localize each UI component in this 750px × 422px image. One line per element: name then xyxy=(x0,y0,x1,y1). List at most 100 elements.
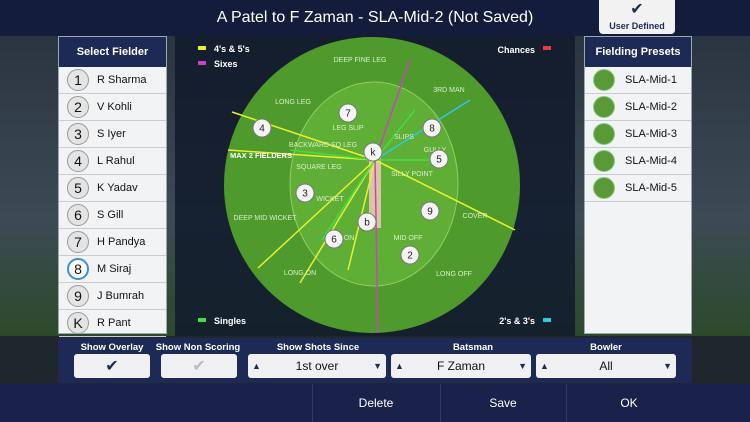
panel-title: Fielding Presets xyxy=(585,37,691,67)
fielder-row[interactable]: 7 H Pandya xyxy=(59,229,166,256)
select-fielder-panel: Select Fielder 1 R Sharma 2 V Kohli 3 S Iyer 4… xyxy=(58,36,167,337)
fielder-number: 1 xyxy=(67,69,89,91)
preset-icon xyxy=(593,150,615,172)
fielder-marker[interactable]: b xyxy=(357,212,377,232)
preset-name: SLA-Mid-3 xyxy=(625,128,677,140)
fielder-number: 6 xyxy=(67,204,89,226)
fielder-row[interactable]: 4 L Rahul xyxy=(59,148,166,175)
fielder-row[interactable]: K R Pant xyxy=(59,310,166,337)
position-label: LONG LEG xyxy=(275,99,311,106)
preset-icon xyxy=(593,177,615,199)
marker-circle xyxy=(429,149,449,169)
fielder-name: J Bumrah xyxy=(97,290,145,302)
legend-label: Singles xyxy=(214,316,246,326)
preset-row[interactable]: SLA-Mid-5 xyxy=(585,175,691,202)
panel-title: Select Fielder xyxy=(59,37,166,67)
preset-icon xyxy=(593,123,615,145)
marker-circle xyxy=(363,142,383,162)
fielder-marker[interactable]: 4 xyxy=(252,118,272,138)
fielder-row[interactable]: 8 M Siraj xyxy=(59,256,166,283)
fielder-number: 8 xyxy=(67,258,89,280)
marker-label: 9 xyxy=(427,207,433,218)
bowler-select[interactable]: ▲ All ▼ xyxy=(536,354,676,378)
marker-circle xyxy=(252,118,272,138)
fielder-name: V Kohli xyxy=(97,101,132,113)
preset-row[interactable]: SLA-Mid-4 xyxy=(585,148,691,175)
preset-row[interactable]: SLA-Mid-1 xyxy=(585,67,691,94)
position-label: COVER xyxy=(463,213,488,220)
fielder-name: L Rahul xyxy=(97,155,135,167)
header: A Patel to F Zaman - SLA-Mid-2 (Not Save… xyxy=(0,0,750,36)
fielder-marker[interactable]: 9 xyxy=(420,201,440,221)
fielder-marker[interactable]: 7 xyxy=(338,103,358,123)
presets-panel: Fielding Presets SLA-Mid-1 SLA-Mid-2 SLA-M… xyxy=(584,36,692,334)
fielder-name: H Pandya xyxy=(97,236,146,248)
marker-circle xyxy=(338,103,358,123)
fielder-number: K xyxy=(67,312,89,334)
action-button[interactable]: Save xyxy=(440,384,565,422)
label: Show Overlay xyxy=(80,342,144,353)
user-defined-button[interactable]: ✔ User Defined xyxy=(599,0,675,34)
marker-label: 3 xyxy=(302,189,308,200)
marker-label: 8 xyxy=(429,124,435,135)
value: All xyxy=(599,359,613,373)
non-scoring-toggle[interactable]: ✔ xyxy=(161,354,237,378)
preset-icon xyxy=(593,69,615,91)
preset-row[interactable]: SLA-Mid-3 xyxy=(585,121,691,148)
fielder-marker[interactable]: 6 xyxy=(324,229,344,249)
button-bar: Delete Save OK xyxy=(0,384,750,422)
fielder-name: K Yadav xyxy=(97,182,138,194)
fielder-marker[interactable]: 5 xyxy=(429,149,449,169)
preset-name: SLA-Mid-2 xyxy=(625,101,677,113)
fielder-row[interactable]: 3 S Iyer xyxy=(59,121,166,148)
fielder-marker[interactable]: 3 xyxy=(295,183,315,203)
shots-since-select[interactable]: ▲ 1st over ▼ xyxy=(248,354,386,378)
fielder-name: S Gill xyxy=(97,209,124,221)
position-label: LEG SLIP xyxy=(332,125,363,132)
label: Bowler xyxy=(590,342,622,353)
action-button[interactable]: Delete xyxy=(312,384,439,422)
legend-label: 2's & 3's xyxy=(499,316,535,326)
position-label: 3RD MAN xyxy=(433,87,465,94)
position-label: MID OFF xyxy=(394,235,423,242)
fielder-number: 5 xyxy=(67,177,89,199)
marker-label: k xyxy=(371,148,377,159)
preset-name: SLA-Mid-5 xyxy=(625,182,677,194)
fielder-row[interactable]: 5 K Yadav xyxy=(59,175,166,202)
legend-label: Chances xyxy=(497,45,535,55)
marker-circle xyxy=(422,118,442,138)
field: 4's & 5's Sixes Chances Singles 2's & 3'… xyxy=(175,36,575,336)
fielder-name: M Siraj xyxy=(97,263,132,275)
position-label: WICKET xyxy=(316,196,344,203)
position-label: SLIPS xyxy=(394,134,414,141)
position-label: LONG OFF xyxy=(436,271,472,278)
fielder-marker[interactable]: k xyxy=(363,142,383,162)
overlay-toggle[interactable]: ✔ xyxy=(74,354,150,378)
action-button[interactable]: OK xyxy=(566,384,691,422)
max-fielders: MAX 2 FIELDERS xyxy=(230,151,292,160)
title: A Patel to F Zaman - SLA-Mid-2 (Not Save… xyxy=(216,9,534,26)
position-label: DEEP MID WICKET xyxy=(234,215,298,222)
fielder-number: 3 xyxy=(67,123,89,145)
preset-name: SLA-Mid-1 xyxy=(625,74,677,86)
fielder-marker[interactable]: 8 xyxy=(422,118,442,138)
marker-label: 5 xyxy=(436,155,442,166)
fielder-row[interactable]: 2 V Kohli xyxy=(59,94,166,121)
label: Batsman xyxy=(452,342,494,353)
fielder-number: 7 xyxy=(67,231,89,253)
marker-circle xyxy=(295,183,315,203)
fielder-marker[interactable]: 2 xyxy=(400,245,420,265)
marker-circle xyxy=(420,201,440,221)
marker-circle xyxy=(400,245,420,265)
marker-label: b xyxy=(364,218,370,229)
marker-label: 6 xyxy=(331,235,337,246)
fielder-name: S Iyer xyxy=(97,128,126,140)
value: 1st over xyxy=(295,359,339,373)
marker-circle xyxy=(324,229,344,249)
fielder-row[interactable]: 1 R Sharma xyxy=(59,67,166,94)
position-label: SQUARE LEG xyxy=(296,164,342,171)
preset-row[interactable]: SLA-Mid-2 xyxy=(585,94,691,121)
fielder-row[interactable]: 6 S Gill xyxy=(59,202,166,229)
fielder-row[interactable]: 9 J Bumrah xyxy=(59,283,166,310)
batsman-select[interactable]: ▲ F Zaman ▼ xyxy=(391,354,531,378)
